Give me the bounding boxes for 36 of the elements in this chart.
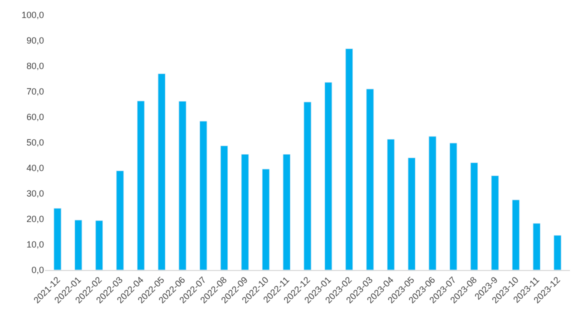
y-tick-label: 0,0 (31, 265, 44, 276)
bar (324, 82, 332, 270)
y-tick-label: 30,0 (26, 188, 44, 199)
y-tick-label: 80,0 (26, 61, 44, 72)
bar (428, 136, 436, 270)
bar (199, 120, 208, 270)
bar (262, 168, 270, 270)
y-tick-label: 50,0 (26, 138, 44, 148)
bar (386, 138, 395, 270)
y-tick-label: 90,0 (26, 36, 44, 46)
bar (158, 73, 166, 270)
y-tick-label: 60,0 (26, 112, 44, 122)
bar (366, 88, 374, 270)
y-tick-label: 100,0 (21, 10, 44, 20)
bar (241, 154, 249, 270)
bar (178, 100, 186, 270)
bar (532, 223, 541, 270)
bar (345, 48, 354, 270)
bar (282, 154, 291, 270)
bar (449, 142, 458, 270)
bar (554, 235, 562, 270)
y-tick-label: 20,0 (26, 214, 44, 224)
bar (95, 220, 104, 270)
bar (304, 102, 312, 270)
bar (136, 100, 145, 270)
y-tick-label: 40,0 (26, 163, 44, 174)
bar (54, 208, 62, 270)
bar (512, 200, 520, 270)
y-tick-label: 70,0 (26, 86, 44, 97)
bar (470, 162, 478, 270)
bar (408, 158, 416, 270)
bar (491, 175, 499, 270)
bar (220, 146, 228, 270)
bar (116, 170, 124, 270)
y-tick-label: 10,0 (26, 240, 44, 250)
bar (74, 220, 82, 270)
